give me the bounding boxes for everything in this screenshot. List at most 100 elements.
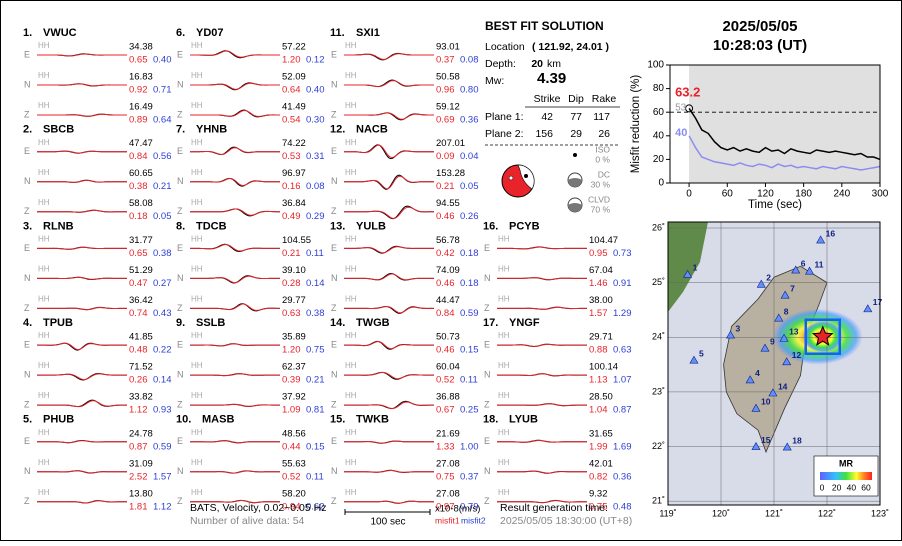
channel: HH (498, 235, 510, 244)
y-tick-label: 100 (647, 60, 664, 71)
misfit1: 0.38 (129, 181, 148, 192)
channel: HH (345, 361, 357, 370)
synthetic-wave (344, 306, 434, 314)
misfit1: 1.20 (282, 55, 301, 66)
misfit1: 0.46 (436, 211, 455, 222)
misfit2: 0.05 (153, 211, 172, 222)
x-tick-label: 180 (795, 189, 812, 200)
lat-label: 21˚ (652, 496, 665, 506)
date: 2025/05/05 (722, 18, 797, 35)
misfit2: 1.57 (153, 471, 172, 482)
amplitude: 52.09 (282, 72, 306, 83)
channel: HH (345, 101, 357, 110)
station-label: 18 (792, 435, 802, 445)
station-marker (804, 266, 815, 275)
synthetic-wave (190, 500, 280, 504)
depth-label: Depth: (485, 58, 516, 70)
component: E (331, 146, 337, 156)
misfit1: 0.96 (436, 85, 455, 96)
synthetic-wave (190, 177, 280, 187)
station-name: YD07 (196, 27, 224, 39)
station-number: 13. (330, 220, 345, 232)
component: N (484, 273, 491, 283)
channel: HH (345, 235, 357, 244)
component: Z (24, 109, 30, 119)
station-name: YHNB (196, 124, 227, 136)
station-label: 9 (770, 336, 775, 346)
alive: Number of alive data: 54 (190, 515, 305, 527)
synthetic-wave (37, 150, 127, 154)
station-number: 7. (176, 124, 185, 136)
amplitude: 42.01 (589, 458, 613, 469)
misfit2: 0.56 (153, 151, 172, 162)
misfit1: 0.88 (589, 345, 608, 356)
synthetic-wave (190, 373, 280, 377)
synthetic-wave (190, 147, 280, 156)
misfit1: 1.46 (589, 278, 608, 289)
amplitude: 21.69 (436, 428, 460, 439)
station-name: RLNB (43, 220, 74, 232)
lon-label: 120˚ (712, 508, 730, 518)
colorbar-tick: 40 (847, 482, 857, 492)
y-tick-label: 80 (653, 83, 665, 94)
amplitude: 28.50 (589, 392, 613, 403)
misfit2: 0.91 (613, 278, 632, 289)
channel: HH (498, 488, 510, 497)
misfit2: 0.14 (153, 375, 172, 386)
component: N (331, 369, 338, 379)
misfit1: 0.28 (282, 278, 301, 289)
component-icon-fill (568, 203, 582, 212)
misfit1: 0.47 (129, 278, 148, 289)
misfit1: 0.46 (436, 278, 455, 289)
amplitude: 27.08 (436, 458, 460, 469)
synthetic-wave (190, 275, 280, 284)
component: Z (484, 399, 490, 409)
amplitude: 58.08 (129, 198, 153, 209)
component: N (484, 369, 491, 379)
misfit1: 0.21 (282, 248, 301, 259)
colorbar-tick: 0 (820, 482, 825, 492)
synthetic-wave (37, 113, 127, 117)
station-name: TDCB (196, 220, 227, 232)
component: Z (177, 399, 183, 409)
misfit1: 0.97 (436, 501, 455, 512)
channel: HH (345, 331, 357, 340)
x-tick-label: 0 (686, 189, 692, 200)
misfit1: 1.09 (282, 405, 301, 416)
solution-title: BEST FIT SOLUTION (485, 19, 604, 33)
misfit2: 0.40 (306, 85, 325, 96)
misfit1: 2.52 (129, 471, 148, 482)
synthetic-wave (344, 440, 434, 444)
misfit1: 0.53 (282, 151, 301, 162)
channel: HH (191, 458, 203, 467)
misfit2: 0.87 (613, 405, 632, 416)
misfit1: 1.04 (589, 405, 608, 416)
amplitude: 47.47 (129, 138, 153, 149)
x-tick-label: 240 (833, 189, 850, 200)
synthetic-wave (497, 343, 587, 347)
misfit2: 0.12 (306, 55, 325, 66)
channel: HH (38, 71, 50, 80)
misfit2: 0.59 (153, 441, 172, 452)
amplitude: 74.22 (282, 138, 306, 149)
channel: HH (345, 391, 357, 400)
y-tick-label: 60 (653, 107, 665, 118)
station-number: 11. (330, 27, 345, 39)
misfit1: 0.65 (129, 55, 148, 66)
amplitude: 16.49 (129, 102, 153, 113)
x-axis-label: Time (sec) (748, 199, 802, 211)
misfit1: 0.87 (129, 441, 148, 452)
misfit2: 1.00 (460, 441, 479, 452)
location: ( 121.92, 24.01 ) (532, 41, 609, 53)
channel: HH (191, 265, 203, 274)
result-label: Result generation time: (500, 502, 608, 514)
station-name: SXI1 (356, 27, 380, 39)
misfit1: 0.84 (129, 151, 148, 162)
channel: HH (498, 295, 510, 304)
misfit2: 0.59 (460, 308, 479, 319)
station-marker (863, 304, 873, 313)
channel: HH (38, 428, 50, 437)
y-axis-label: Misfit reduction (%) (630, 75, 642, 174)
misfit1: 0.75 (589, 501, 608, 512)
synthetic-wave (497, 403, 587, 407)
